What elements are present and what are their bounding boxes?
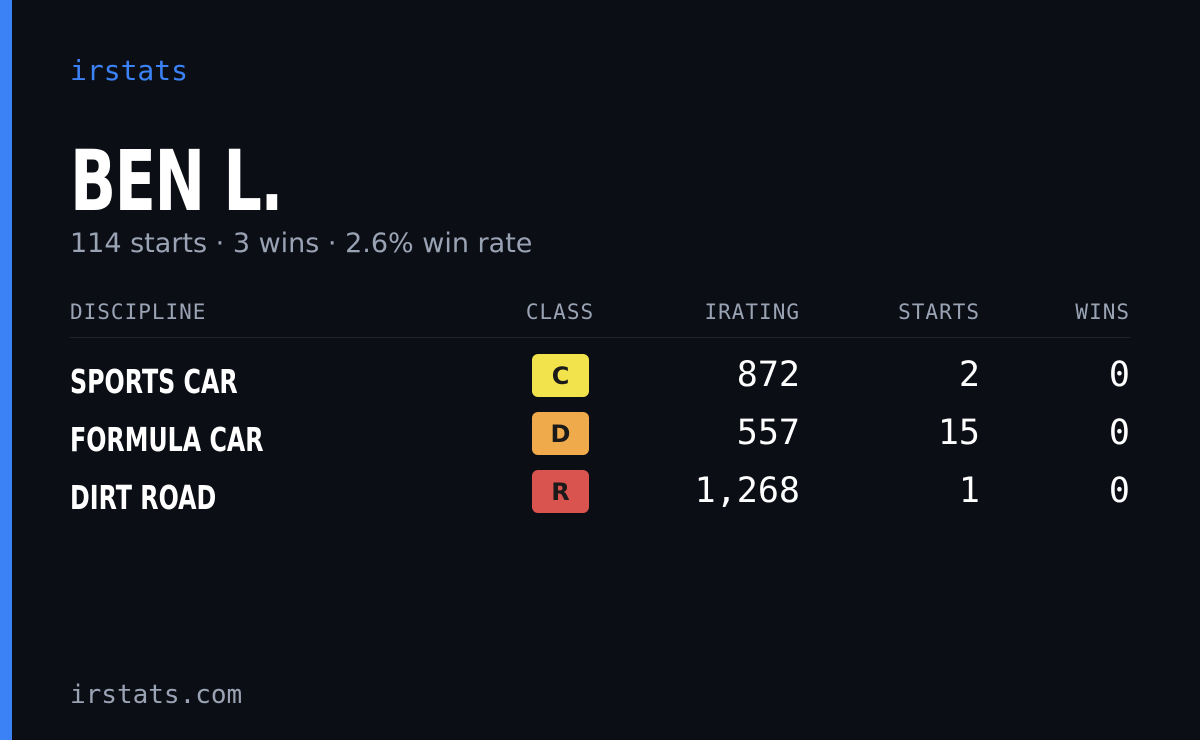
- class-badge: R: [532, 470, 589, 513]
- class-badge: D: [532, 412, 589, 455]
- column-header: CLASS: [525, 300, 595, 324]
- column-header: IRATING: [704, 300, 800, 324]
- starts: 15: [937, 413, 980, 453]
- accent-bar: [0, 0, 12, 740]
- header-rule: [70, 337, 1130, 338]
- column-header: WINS: [1075, 300, 1130, 324]
- column-header: DISCIPLINE: [70, 300, 207, 324]
- column-header: STARTS: [898, 300, 980, 324]
- starts: 1: [958, 471, 980, 511]
- starts: 2: [958, 355, 980, 395]
- irating: 872: [736, 355, 800, 395]
- discipline: FORMULA CAR: [70, 420, 264, 459]
- wins: 0: [1108, 413, 1130, 453]
- discipline: SPORTS CAR: [70, 362, 238, 401]
- brand: irstats: [70, 54, 189, 87]
- class-badge: C: [532, 354, 589, 397]
- footer: irstats.com: [70, 680, 243, 710]
- driver-name: BEN L.: [70, 132, 283, 230]
- wins: 0: [1108, 471, 1130, 511]
- irating: 557: [736, 413, 800, 453]
- driver-summary: 114 starts · 3 wins · 2.6% win rate: [70, 228, 533, 259]
- irating: 1,268: [694, 471, 800, 511]
- wins: 0: [1108, 355, 1130, 395]
- discipline: DIRT ROAD: [70, 478, 217, 517]
